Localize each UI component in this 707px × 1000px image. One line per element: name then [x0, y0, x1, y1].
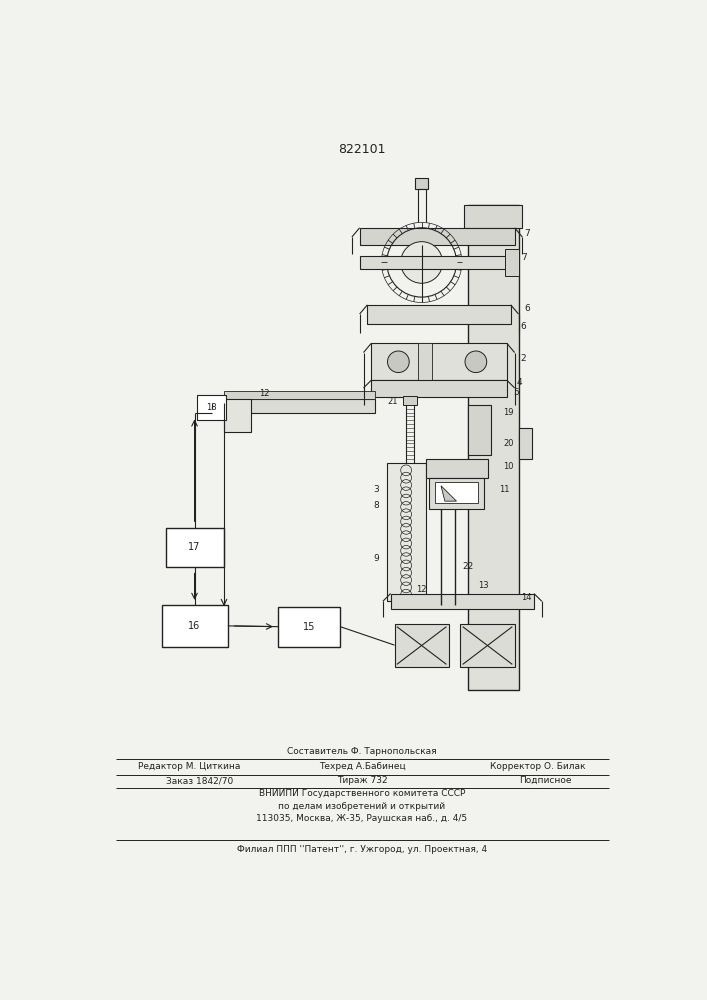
Text: Редактор М. Циткина: Редактор М. Циткина — [138, 762, 240, 771]
Bar — [468, 405, 491, 455]
Bar — [429, 478, 484, 509]
Text: 18: 18 — [206, 403, 217, 412]
Text: 17: 17 — [188, 542, 201, 552]
Bar — [162, 605, 228, 647]
Polygon shape — [441, 486, 457, 501]
Text: по делам изобретений и открытий: по делам изобретений и открытий — [279, 802, 445, 811]
Text: Составитель Ф. Тарнопольская: Составитель Ф. Тарнопольская — [287, 747, 437, 756]
Text: 822101: 822101 — [338, 143, 386, 156]
Bar — [224, 391, 375, 399]
Bar — [360, 256, 515, 269]
Text: 13: 13 — [479, 581, 489, 590]
Bar — [468, 205, 518, 690]
Bar — [224, 399, 251, 432]
Text: 8: 8 — [373, 500, 379, 510]
Bar — [391, 594, 534, 609]
Text: 3: 3 — [373, 485, 379, 494]
Text: Подписное: Подписное — [520, 776, 572, 785]
Text: 2: 2 — [521, 354, 527, 363]
Bar — [371, 380, 507, 397]
Bar — [435, 482, 478, 503]
Text: 11: 11 — [499, 485, 510, 494]
Text: Техред А.Бабинец: Техред А.Бабинец — [319, 762, 405, 771]
Bar — [279, 607, 340, 647]
Circle shape — [387, 351, 409, 373]
Bar — [395, 624, 449, 667]
Circle shape — [401, 242, 443, 283]
Text: 12: 12 — [259, 389, 269, 398]
Text: 9: 9 — [373, 554, 379, 563]
Text: 113035, Москва, Ж-35, Раушская наб., д. 4/5: 113035, Москва, Ж-35, Раушская наб., д. … — [257, 814, 467, 823]
Text: 7: 7 — [525, 229, 530, 238]
Circle shape — [465, 351, 486, 373]
Bar — [464, 205, 522, 228]
Bar — [224, 399, 375, 413]
Text: Заказ 1842/70: Заказ 1842/70 — [166, 776, 233, 785]
Text: 12: 12 — [416, 585, 427, 594]
Bar — [416, 178, 428, 189]
Text: 6: 6 — [525, 304, 530, 313]
Text: 6: 6 — [521, 322, 527, 331]
Bar — [360, 228, 515, 245]
Bar — [197, 395, 226, 420]
Text: ВНИИПИ Государственного комитета СССР: ВНИИПИ Государственного комитета СССР — [259, 789, 465, 798]
Bar — [418, 343, 432, 380]
Text: 16: 16 — [189, 621, 201, 631]
Bar — [426, 459, 488, 478]
Bar — [371, 343, 507, 380]
Text: 10: 10 — [503, 462, 513, 471]
Text: 19: 19 — [503, 408, 513, 417]
Text: Тираж 732: Тираж 732 — [337, 776, 387, 785]
Text: 20: 20 — [503, 439, 513, 448]
Text: Корректор О. Билак: Корректор О. Билак — [490, 762, 585, 771]
Text: 4: 4 — [517, 378, 522, 387]
Bar — [460, 624, 515, 667]
Text: 7: 7 — [521, 253, 527, 262]
Bar — [505, 249, 518, 276]
Text: 5: 5 — [513, 388, 519, 397]
Bar — [403, 396, 417, 405]
Bar — [387, 463, 426, 601]
Text: 21: 21 — [388, 397, 398, 406]
Text: 15: 15 — [303, 622, 315, 632]
Bar — [368, 305, 510, 324]
Text: 22: 22 — [462, 562, 474, 571]
Bar — [518, 428, 532, 459]
Text: Филиал ППП ''Патент'', г. Ужгород, ул. Проектная, 4: Филиал ППП ''Патент'', г. Ужгород, ул. П… — [237, 845, 487, 854]
Bar — [166, 528, 224, 567]
Text: 14: 14 — [521, 593, 532, 602]
